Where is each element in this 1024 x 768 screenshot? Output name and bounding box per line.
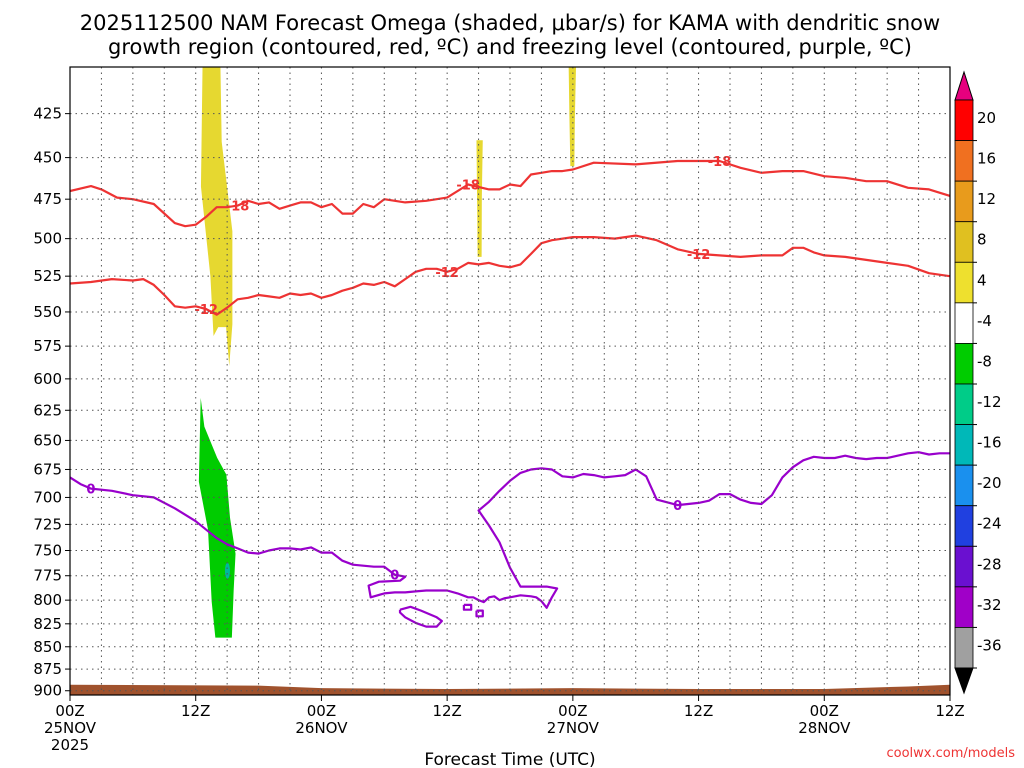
colorbar-segment bbox=[954, 464, 974, 507]
chart-title-line2: growth region (contoured, red, ºC) and f… bbox=[108, 35, 912, 59]
colorbar-segment bbox=[954, 627, 974, 669]
y-tick-label: 750 bbox=[33, 542, 62, 560]
omega-positive-plume-2 bbox=[476, 140, 483, 257]
omega-teal-spot bbox=[224, 562, 230, 579]
contour-label: -18 bbox=[226, 200, 250, 215]
y-tick-label: 875 bbox=[33, 660, 62, 678]
colorbar-segment bbox=[954, 545, 974, 588]
y-tick-label: 650 bbox=[33, 431, 62, 449]
y-tick-label: 500 bbox=[33, 230, 62, 248]
x-tick-label: 00Z bbox=[55, 702, 84, 720]
y-tick-label: 825 bbox=[33, 615, 62, 633]
x-axis-label: Forecast Time (UTC) bbox=[424, 750, 595, 768]
x-tick-label: 26NOV bbox=[295, 719, 348, 737]
y-tick-label: 850 bbox=[33, 638, 62, 656]
x-tick-label: 00Z bbox=[810, 702, 839, 720]
freezing-level-loop bbox=[475, 609, 484, 618]
colorbar-label: -24 bbox=[977, 515, 1002, 533]
contour-label: 0 bbox=[390, 569, 399, 584]
colorbar-segment bbox=[954, 383, 974, 425]
x-tick-label: 27NOV bbox=[547, 719, 600, 737]
colorbar-label: -20 bbox=[977, 474, 1002, 492]
colorbar-segment bbox=[954, 140, 974, 182]
contour-label: -18 bbox=[708, 155, 732, 170]
x-tick-label: 12Z bbox=[181, 702, 210, 720]
y-tick-label: 550 bbox=[33, 303, 62, 321]
colorbar-label: -36 bbox=[977, 636, 1002, 654]
x-tick-label: 28NOV bbox=[798, 719, 851, 737]
y-tick-label: 775 bbox=[33, 567, 62, 585]
colorbar-label: 20 bbox=[977, 109, 996, 127]
y-tick-label: 675 bbox=[33, 460, 62, 478]
freezing-level-contour bbox=[70, 451, 950, 609]
y-tick-label: 625 bbox=[33, 401, 62, 419]
contour-label: -18 bbox=[456, 178, 480, 193]
colorbar-label: 8 bbox=[977, 231, 987, 249]
colorbar: 20 16 12 8 4 -4 -8 -12 -16 -20 -24 -28 -32 -36 bbox=[954, 70, 1002, 695]
credit-text: coolwx.com/models bbox=[886, 746, 1015, 761]
dgz-minus12-contour bbox=[70, 234, 950, 316]
colorbar-top-arrow bbox=[954, 70, 974, 101]
omega-positive-plume-3 bbox=[568, 67, 576, 167]
colorbar-label: 4 bbox=[977, 271, 987, 289]
colorbar-label: -16 bbox=[977, 434, 1002, 452]
y-tick-label: 525 bbox=[33, 267, 62, 285]
x-tick-label: 25NOV bbox=[44, 719, 97, 737]
colorbar-label: -4 bbox=[977, 312, 992, 330]
x-tick-label: 12Z bbox=[684, 702, 713, 720]
colorbar-label: 12 bbox=[977, 190, 996, 208]
colorbar-bottom-arrow bbox=[954, 667, 974, 695]
y-tick-label: 475 bbox=[33, 190, 62, 208]
y-tick-label: 450 bbox=[33, 149, 62, 167]
colorbar-label: -8 bbox=[977, 352, 992, 370]
colorbar-segment bbox=[954, 505, 974, 547]
colorbar-segment bbox=[954, 180, 974, 223]
x-tick-label: 12Z bbox=[432, 702, 461, 720]
colorbar-segment bbox=[954, 586, 974, 628]
plot-frame bbox=[69, 66, 951, 696]
colorbar-segment bbox=[954, 99, 974, 141]
omega-negative-plume bbox=[198, 397, 236, 638]
colorbar-segment bbox=[954, 302, 974, 344]
y-tick-label: 800 bbox=[33, 591, 62, 609]
colorbar-label: 16 bbox=[977, 150, 996, 168]
colorbar-label: -28 bbox=[977, 555, 1002, 573]
y-axis: 425 450 475 500 525 550 575 600 625 650 675 700 725 7… bbox=[33, 105, 70, 700]
x-tick-label: 00Z bbox=[558, 702, 587, 720]
colorbar-segment bbox=[954, 424, 974, 466]
y-tick-label: 725 bbox=[33, 515, 62, 533]
colorbar-segment bbox=[954, 221, 974, 263]
colorbar-label: -12 bbox=[977, 393, 1002, 411]
omega-positive-plume-1 bbox=[200, 67, 233, 366]
contour-label: -12 bbox=[194, 303, 218, 318]
y-tick-label: 425 bbox=[33, 105, 62, 123]
colorbar-segment bbox=[954, 261, 974, 304]
y-tick-label: 700 bbox=[33, 488, 62, 506]
colorbar-label: -32 bbox=[977, 596, 1002, 614]
y-tick-label: 900 bbox=[33, 682, 62, 700]
freezing-level-loop bbox=[398, 605, 443, 628]
chart-title-line1: 2025112500 NAM Forecast Omega (shaded, μ… bbox=[80, 11, 940, 35]
y-tick-label: 600 bbox=[33, 370, 62, 388]
x-tick-label: 00Z bbox=[307, 702, 336, 720]
freezing-level-loop bbox=[462, 603, 473, 611]
colorbar-segment bbox=[954, 343, 974, 385]
x-tick-label: 2025 bbox=[51, 736, 89, 754]
y-tick-label: 575 bbox=[33, 337, 62, 355]
contour-label: -12 bbox=[435, 266, 459, 281]
contour-label: 0 bbox=[86, 483, 95, 498]
contour-label: 0 bbox=[673, 499, 682, 514]
x-tick-label: 12Z bbox=[935, 702, 964, 720]
grid-lines bbox=[70, 67, 950, 695]
